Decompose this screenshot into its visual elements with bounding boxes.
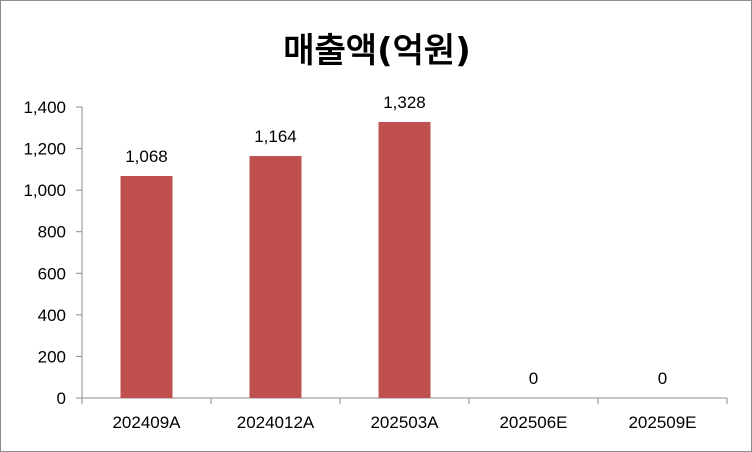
y-tick-label: 1,000 [23,181,66,200]
bar [249,156,302,398]
y-tick-label: 600 [38,264,66,283]
x-tick-label: 202409A [112,413,181,432]
y-tick-label: 0 [57,389,66,408]
x-tick-label: 202509E [628,413,696,432]
y-tick-label: 1,400 [23,98,66,117]
y-tick-label: 1,200 [23,140,66,159]
y-tick-label: 800 [38,223,66,242]
chart-title: 매출액(억원) [283,31,471,71]
y-tick-label: 200 [38,347,66,366]
data-label: 0 [658,369,667,388]
bar [378,121,431,399]
bar [120,176,173,398]
x-tick-label: 202506E [499,413,567,432]
data-label: 1,068 [125,147,168,166]
data-label: 1,164 [254,127,297,146]
x-tick-label: 2024012A [237,413,315,432]
x-tick-label: 202503A [370,413,439,432]
data-label: 1,328 [383,93,426,112]
y-tick-label: 400 [38,306,66,325]
data-label: 0 [529,369,538,388]
